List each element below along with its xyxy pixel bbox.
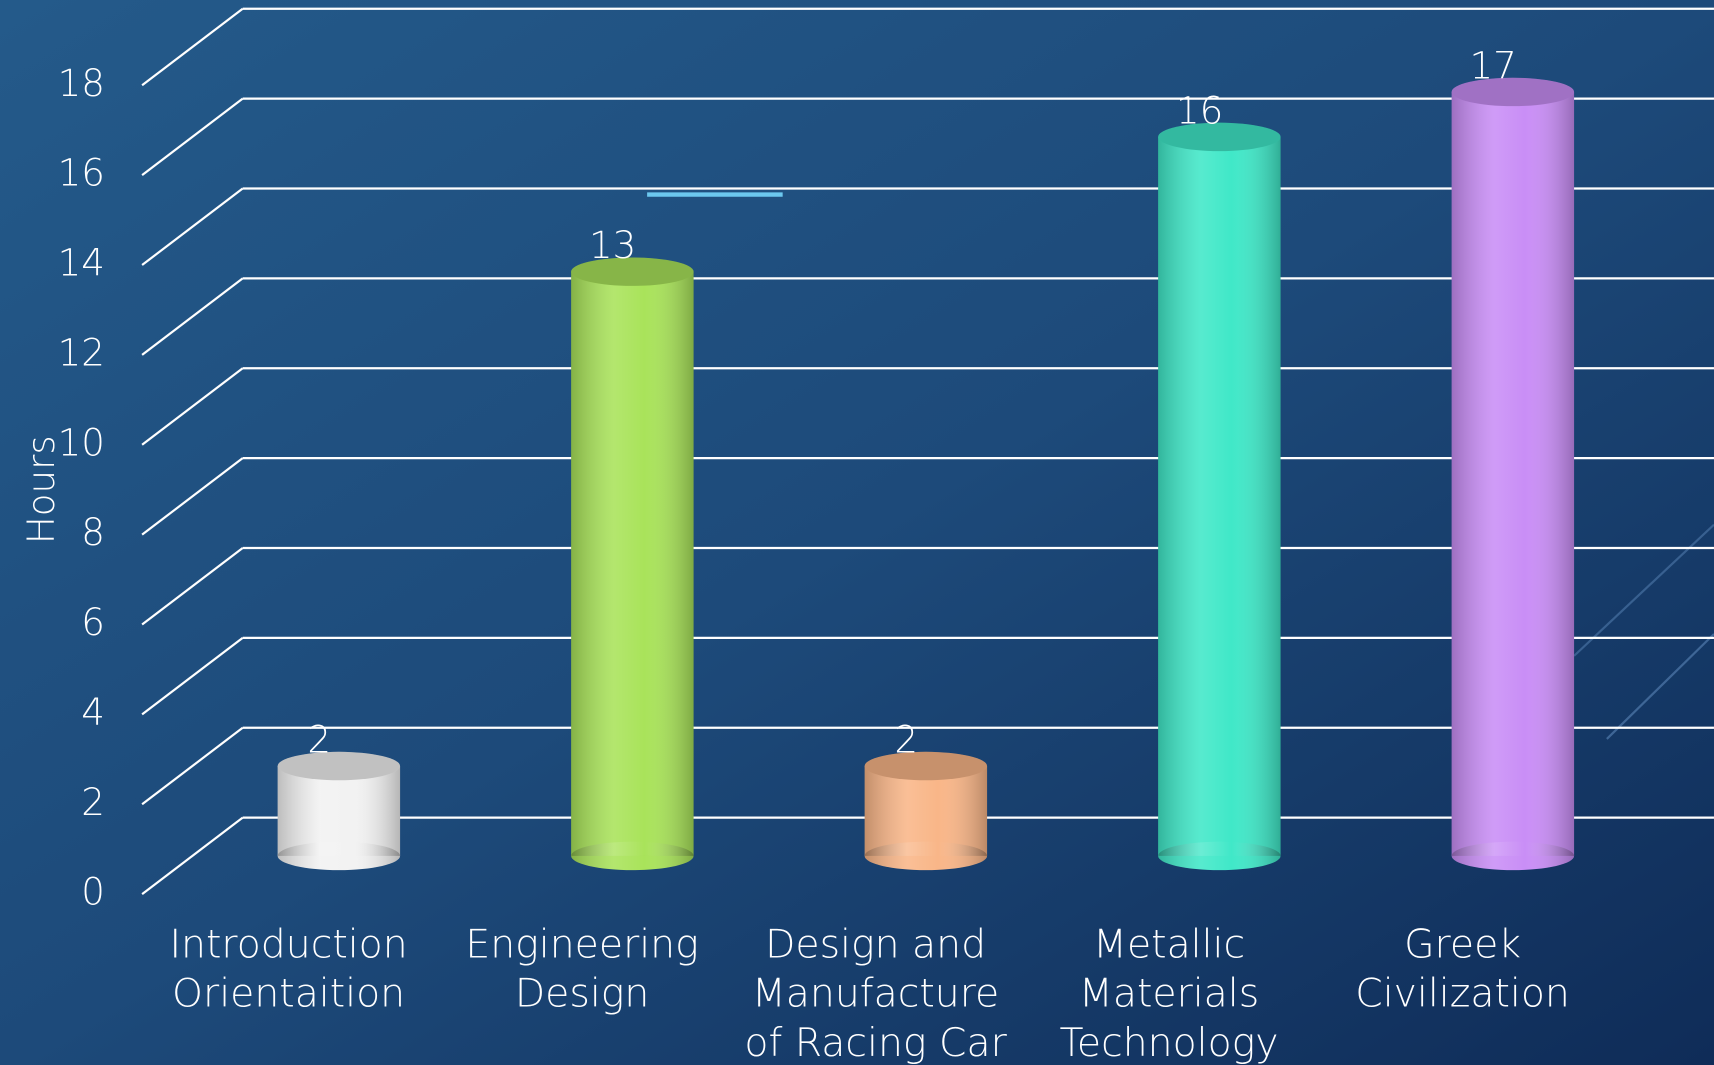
x-tick-label-line: Manufacture <box>752 971 999 1017</box>
x-tick-label-line: Introduction <box>169 922 407 968</box>
bar-top <box>277 751 401 781</box>
grid-line <box>141 726 244 806</box>
x-tick-label: Greek Civilization <box>1355 922 1570 1017</box>
grid-line <box>141 547 244 626</box>
x-tick-label-line: Materials <box>1079 971 1259 1017</box>
bar-shade <box>1451 91 1575 856</box>
y-axis-label: Hours <box>20 435 63 544</box>
y-tick-label: 14 <box>58 242 105 285</box>
bar-top <box>571 257 694 286</box>
x-tick-label-line: Greek <box>1404 922 1521 968</box>
y-tick-label: 10 <box>58 421 105 464</box>
bar-top-shade <box>1158 122 1281 152</box>
grid-line <box>141 7 244 87</box>
value-label: 16 <box>1176 89 1223 132</box>
bar-shade <box>1158 136 1281 856</box>
value-label: 2 <box>894 718 918 761</box>
grid-line <box>141 816 244 896</box>
bar-top <box>1158 122 1281 152</box>
x-tick-label-line: Engineering <box>465 922 698 968</box>
y-tick-label: 12 <box>58 331 105 374</box>
value-label: 2 <box>307 718 331 761</box>
x-tick-label-line: Metallic <box>1093 922 1245 968</box>
y-tick-label: 2 <box>81 781 105 824</box>
y-tick-label: 6 <box>81 601 105 644</box>
x-tick-label-line: Technology <box>1060 1020 1279 1065</box>
x-tick-label: Metallic Materials Technology <box>1060 922 1279 1065</box>
y-tick-label: 4 <box>81 691 105 734</box>
x-tick-label-line: Civilization <box>1355 971 1570 1017</box>
bar-top-shade <box>1451 77 1575 107</box>
grid-line <box>141 187 244 266</box>
x-tick-label-line: Orientaition <box>172 971 405 1017</box>
grid-line <box>141 97 244 177</box>
y-tick-label: 0 <box>81 871 105 914</box>
grid-line <box>141 277 244 356</box>
bar-top <box>864 751 988 781</box>
y-tick-label: 8 <box>81 511 105 554</box>
grid-line <box>141 367 244 446</box>
value-label: 17 <box>1470 44 1517 87</box>
x-tick-label: Engineering Design <box>465 922 698 1017</box>
plot: Hours 0 2 4 6 8 10 12 14 16 18 2 Introduction Orient… <box>20 7 1714 1065</box>
y-tick-label: 16 <box>58 152 105 195</box>
grid-line <box>141 457 244 536</box>
bar-shade <box>571 271 694 856</box>
x-tick-label-line: Design and <box>765 922 986 968</box>
value-label: 13 <box>589 224 636 267</box>
y-tick-label: 18 <box>58 62 105 105</box>
bar-top-shade <box>571 257 694 286</box>
bar-top-shade <box>277 751 401 781</box>
x-tick-label: Introduction Orientaition <box>169 922 407 1017</box>
x-tick-label: Design and Manufacture of Racing Car <box>744 922 1007 1065</box>
bar-top-shade <box>864 751 988 781</box>
bar-top <box>1451 77 1575 107</box>
bar-shade <box>864 766 988 856</box>
decor-line <box>1573 523 1714 657</box>
bar-shade <box>277 766 401 856</box>
x-tick-label-line: of Racing Car <box>744 1020 1007 1065</box>
decor-line <box>1606 633 1714 740</box>
grid-line <box>141 637 244 716</box>
x-tick-label-line: Design <box>515 971 649 1017</box>
